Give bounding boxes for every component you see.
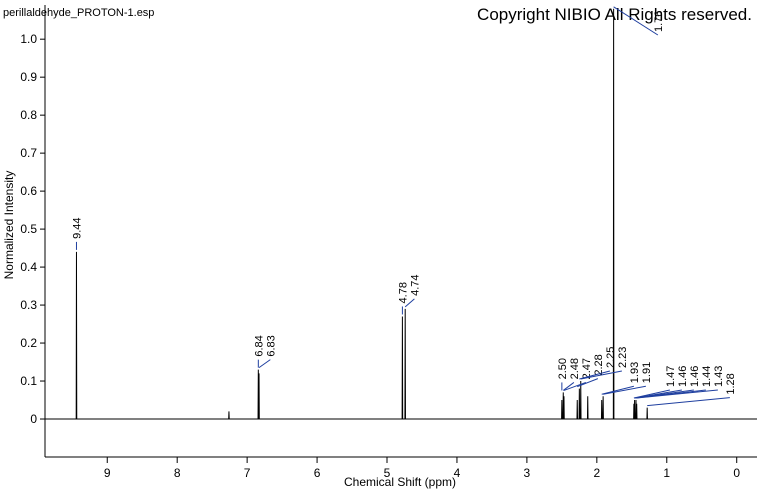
- peak-label: 6.84: [253, 335, 265, 356]
- y-axis-label: Normalized Intensity: [2, 171, 16, 280]
- x-tick-label: 6: [314, 466, 321, 480]
- peak-label: 2.23: [617, 347, 629, 368]
- peak-leader: [603, 385, 646, 395]
- peak-label: 1.76: [653, 11, 665, 32]
- peak-label: 6.83: [265, 335, 277, 356]
- y-tick-label: 0.4: [20, 260, 37, 274]
- peak-label: 9.44: [71, 217, 83, 238]
- peak-leader: [563, 381, 587, 391]
- peak-leader: [579, 370, 610, 380]
- y-tick-label: 0.9: [20, 70, 37, 84]
- y-tick-label: 0.6: [20, 184, 37, 198]
- chart-title: perillaldehyde_PROTON-1.esp: [3, 7, 154, 19]
- peak-leader: [601, 385, 634, 395]
- peak-leader: [258, 359, 271, 369]
- x-tick-label: 0: [733, 466, 740, 480]
- x-tick-label: 2: [593, 466, 600, 480]
- y-tick-label: 0.1: [20, 374, 37, 388]
- peak-label: 1.46: [689, 366, 701, 387]
- peak-label: 2.48: [569, 358, 581, 379]
- copyright: Copyright NIBIO All Rights reserved.: [477, 5, 752, 24]
- peak-label: 1.28: [725, 373, 737, 394]
- peak-label: 4.78: [397, 282, 409, 303]
- x-tick-label: 8: [174, 466, 181, 480]
- peak-label: 1.46: [677, 366, 689, 387]
- peak-label: 2.50: [557, 358, 569, 379]
- peak-label: 1.43: [713, 366, 725, 387]
- y-tick-label: 0.7: [20, 146, 37, 160]
- x-tick-label: 9: [104, 466, 111, 480]
- x-tick-label: 7: [244, 466, 251, 480]
- peak-label: 1.47: [665, 366, 677, 387]
- peak-leader: [562, 382, 575, 391]
- peak-leader: [613, 6, 659, 36]
- peak-label: 1.44: [701, 366, 713, 387]
- peak-label: 2.28: [593, 354, 605, 375]
- peak-label: 4.74: [409, 274, 421, 295]
- y-tick-label: 0.5: [20, 222, 37, 236]
- peak-label: 1.93: [629, 362, 641, 383]
- y-tick-label: 1.0: [20, 32, 37, 46]
- x-tick-label: 1: [663, 466, 670, 480]
- spectrum-line: [45, 8, 757, 420]
- x-tick-label: 4: [454, 466, 461, 480]
- x-tick-label: 5: [384, 466, 391, 480]
- x-axis-label: Chemical Shift (ppm): [344, 475, 456, 489]
- x-tick-label: 3: [524, 466, 531, 480]
- y-tick-label: 0.3: [20, 298, 37, 312]
- y-tick-label: 0: [30, 412, 37, 426]
- peak-leader: [636, 389, 718, 399]
- peak-label: 2.47: [581, 358, 593, 379]
- peak-label: 1.91: [641, 362, 653, 383]
- y-tick-label: 0.2: [20, 336, 37, 350]
- y-tick-label: 0.8: [20, 108, 37, 122]
- peak-leader: [577, 378, 599, 388]
- peak-leader: [580, 370, 622, 380]
- peak-label: 2.25: [605, 347, 617, 368]
- peak-leader: [647, 397, 730, 407]
- peak-leader: [404, 298, 415, 308]
